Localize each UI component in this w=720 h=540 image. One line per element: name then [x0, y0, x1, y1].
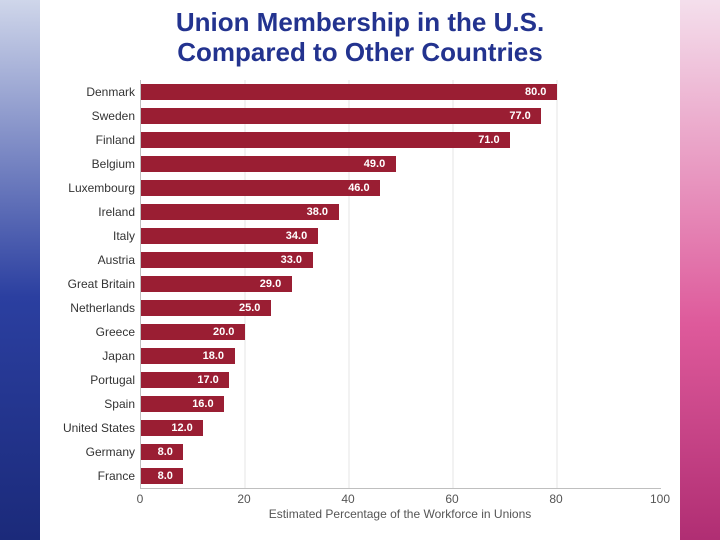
- bar-row: Germany8.0: [141, 444, 661, 468]
- bar-row: Great Britain29.0: [141, 276, 661, 300]
- bar-value-label: 71.0: [478, 132, 499, 148]
- bar-row: Japan18.0: [141, 348, 661, 372]
- bar-row: Spain16.0: [141, 396, 661, 420]
- category-label: Italy: [35, 228, 135, 244]
- page-title: Union Membership in the U.S. Compared to…: [60, 8, 660, 68]
- category-label: United States: [35, 420, 135, 436]
- bar: [141, 180, 380, 196]
- category-label: Netherlands: [35, 300, 135, 316]
- bar-row: Ireland38.0: [141, 204, 661, 228]
- bar-value-label: 16.0: [192, 396, 213, 412]
- category-label: France: [35, 468, 135, 484]
- x-axis-label: Estimated Percentage of the Workforce in…: [140, 507, 660, 521]
- category-label: Austria: [35, 252, 135, 268]
- x-tick-label: 0: [137, 492, 144, 506]
- bar-value-label: 38.0: [307, 204, 328, 220]
- bar-row: Luxembourg46.0: [141, 180, 661, 204]
- bar-value-label: 12.0: [171, 420, 192, 436]
- bar-row: United States12.0: [141, 420, 661, 444]
- left-gradient: [0, 0, 40, 540]
- bar-row: Belgium49.0: [141, 156, 661, 180]
- category-label: Finland: [35, 132, 135, 148]
- bar-value-label: 34.0: [286, 228, 307, 244]
- bar-row: Finland71.0: [141, 132, 661, 156]
- bar-row: Italy34.0: [141, 228, 661, 252]
- bar-value-label: 25.0: [239, 300, 260, 316]
- bar-row: Greece20.0: [141, 324, 661, 348]
- bar-value-label: 77.0: [509, 108, 530, 124]
- bar-row: Sweden77.0: [141, 108, 661, 132]
- category-label: Luxembourg: [35, 180, 135, 196]
- bar-row: Portugal17.0: [141, 372, 661, 396]
- title-line-2: Compared to Other Countries: [177, 37, 542, 67]
- bar-value-label: 29.0: [260, 276, 281, 292]
- category-label: Spain: [35, 396, 135, 412]
- category-label: Denmark: [35, 84, 135, 100]
- category-label: Great Britain: [35, 276, 135, 292]
- bar-value-label: 20.0: [213, 324, 234, 340]
- bar-value-label: 18.0: [203, 348, 224, 364]
- bar: [141, 108, 541, 124]
- bar: [141, 132, 510, 148]
- title-line-1: Union Membership in the U.S.: [176, 7, 544, 37]
- category-label: Japan: [35, 348, 135, 364]
- chart-panel: Denmark80.0Sweden77.0Finland71.0Belgium4…: [40, 75, 680, 530]
- slide: Union Membership in the U.S. Compared to…: [0, 0, 720, 540]
- category-label: Sweden: [35, 108, 135, 124]
- bar-row: Denmark80.0: [141, 84, 661, 108]
- plot-area: Denmark80.0Sweden77.0Finland71.0Belgium4…: [140, 80, 661, 489]
- bar-row: France8.0: [141, 468, 661, 492]
- x-tick-label: 100: [650, 492, 670, 506]
- category-label: Ireland: [35, 204, 135, 220]
- bar-value-label: 33.0: [281, 252, 302, 268]
- bar-value-label: 17.0: [197, 372, 218, 388]
- right-gradient: [680, 0, 720, 540]
- x-tick-label: 40: [341, 492, 354, 506]
- bar-value-label: 8.0: [158, 444, 173, 460]
- bar-row: Netherlands25.0: [141, 300, 661, 324]
- bar-value-label: 80.0: [525, 84, 546, 100]
- x-tick-label: 80: [549, 492, 562, 506]
- x-tick-label: 20: [237, 492, 250, 506]
- bar: [141, 84, 557, 100]
- category-label: Greece: [35, 324, 135, 340]
- category-label: Portugal: [35, 372, 135, 388]
- x-tick-label: 60: [445, 492, 458, 506]
- bar-value-label: 46.0: [348, 180, 369, 196]
- bar: [141, 156, 396, 172]
- bar-value-label: 49.0: [364, 156, 385, 172]
- bar-value-label: 8.0: [158, 468, 173, 484]
- bar-row: Austria33.0: [141, 252, 661, 276]
- category-label: Germany: [35, 444, 135, 460]
- category-label: Belgium: [35, 156, 135, 172]
